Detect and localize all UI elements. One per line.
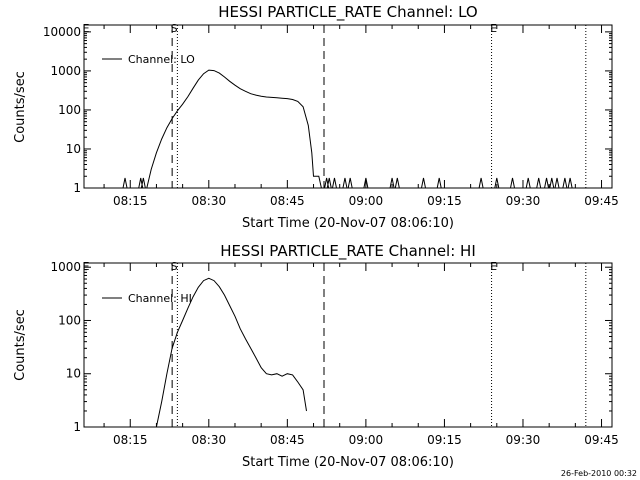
count-spike [347, 177, 353, 189]
count-spike [562, 177, 568, 189]
plot-frame-lo [83, 24, 613, 189]
time-marker-label: E [490, 22, 497, 35]
x-tick-label: 09:00 [349, 194, 384, 208]
count-spike [510, 177, 515, 189]
count-spike [554, 177, 560, 189]
count-spike [436, 177, 442, 189]
count-spike [394, 177, 400, 189]
y-tick-label: 10 [66, 142, 81, 156]
count-spike [331, 177, 337, 189]
x-tick-label: 09:30 [506, 433, 541, 447]
y-axis-hi: 1 10 100 1000 [50, 260, 612, 434]
time-marker-label: S [171, 260, 178, 273]
generated-timestamp: 26-Feb-2010 00:32 [561, 469, 637, 478]
x-tick-label: 08:15 [113, 433, 148, 447]
count-spikes-lo [122, 177, 573, 189]
x-axis-label-lo: Start Time (20-Nov-07 08:06:10) [242, 216, 454, 231]
count-spike [494, 177, 500, 189]
time-marker-label: S [171, 22, 178, 35]
legend-label-hi: Channel: HI [128, 292, 192, 305]
x-tick-label: 08:30 [192, 194, 227, 208]
x-tick-label: 09:45 [584, 433, 619, 447]
chart-title-hi: HESSI PARTICLE_RATE Channel: HI [220, 242, 476, 261]
x-tick-label: 09:45 [584, 194, 619, 208]
y-tick-label: 1000 [50, 64, 81, 78]
y-tick-label: 10 [66, 367, 81, 381]
panel-lo: HESSI PARTICLE_RATE Channel: LO 1 10 100 10… [13, 3, 619, 231]
x-tick-label: 09:30 [506, 194, 541, 208]
legend-lo: Channel: LO [102, 53, 195, 66]
series-line-lo [146, 69, 322, 189]
time-marker-label: E [83, 22, 90, 35]
y-tick-label: 10000 [43, 25, 81, 39]
y-tick-label: 1 [73, 420, 81, 434]
x-tick-label: 08:30 [192, 433, 227, 447]
y-axis-label-lo: Counts/sec [13, 71, 28, 143]
count-spike [567, 177, 573, 189]
x-tick-label: 09:15 [427, 433, 462, 447]
x-tick-label: 09:00 [349, 433, 384, 447]
x-tick-label: 08:45 [270, 433, 305, 447]
count-spike [544, 177, 550, 189]
count-spike [342, 177, 348, 189]
x-tick-label: 09:15 [427, 194, 462, 208]
x-axis-lo: 08:15 08:30 08:45 09:00 09:15 09:30 09:45 [103, 25, 619, 208]
time-marker-label: E [83, 260, 90, 273]
y-axis-label-hi: Counts/sec [13, 309, 28, 381]
panel-hi: HESSI PARTICLE_RATE Channel: HI 1 10 100 10… [13, 242, 619, 470]
time-marker-label: E [490, 260, 497, 273]
count-spike [389, 177, 395, 189]
y-tick-label: 1000 [50, 260, 81, 274]
count-spike [525, 177, 531, 189]
series-line-hi [155, 277, 307, 428]
count-spike [140, 177, 146, 189]
y-axis-lo: 1 10 100 1000 10000 [43, 25, 612, 195]
count-spike [326, 177, 332, 189]
count-spike [536, 177, 542, 189]
chart-title-lo: HESSI PARTICLE_RATE Channel: LO [218, 3, 477, 22]
x-tick-label: 08:45 [270, 194, 305, 208]
x-axis-hi: 08:15 08:30 08:45 09:00 09:15 09:30 09:45 [103, 263, 619, 447]
legend-hi: Channel: HI [102, 292, 192, 305]
count-spike [363, 177, 369, 189]
x-axis-label-hi: Start Time (20-Nov-07 08:06:10) [242, 455, 454, 470]
y-tick-label: 100 [58, 103, 81, 117]
count-spike [421, 177, 426, 189]
x-tick-label: 08:15 [113, 194, 148, 208]
y-tick-label: 1 [73, 181, 81, 195]
count-spike [478, 177, 484, 189]
legend-label-lo: Channel: LO [128, 53, 195, 66]
y-tick-label: 100 [58, 313, 81, 327]
plot-frame-hi [83, 262, 613, 428]
count-spike [549, 177, 555, 189]
count-spike [122, 177, 128, 189]
